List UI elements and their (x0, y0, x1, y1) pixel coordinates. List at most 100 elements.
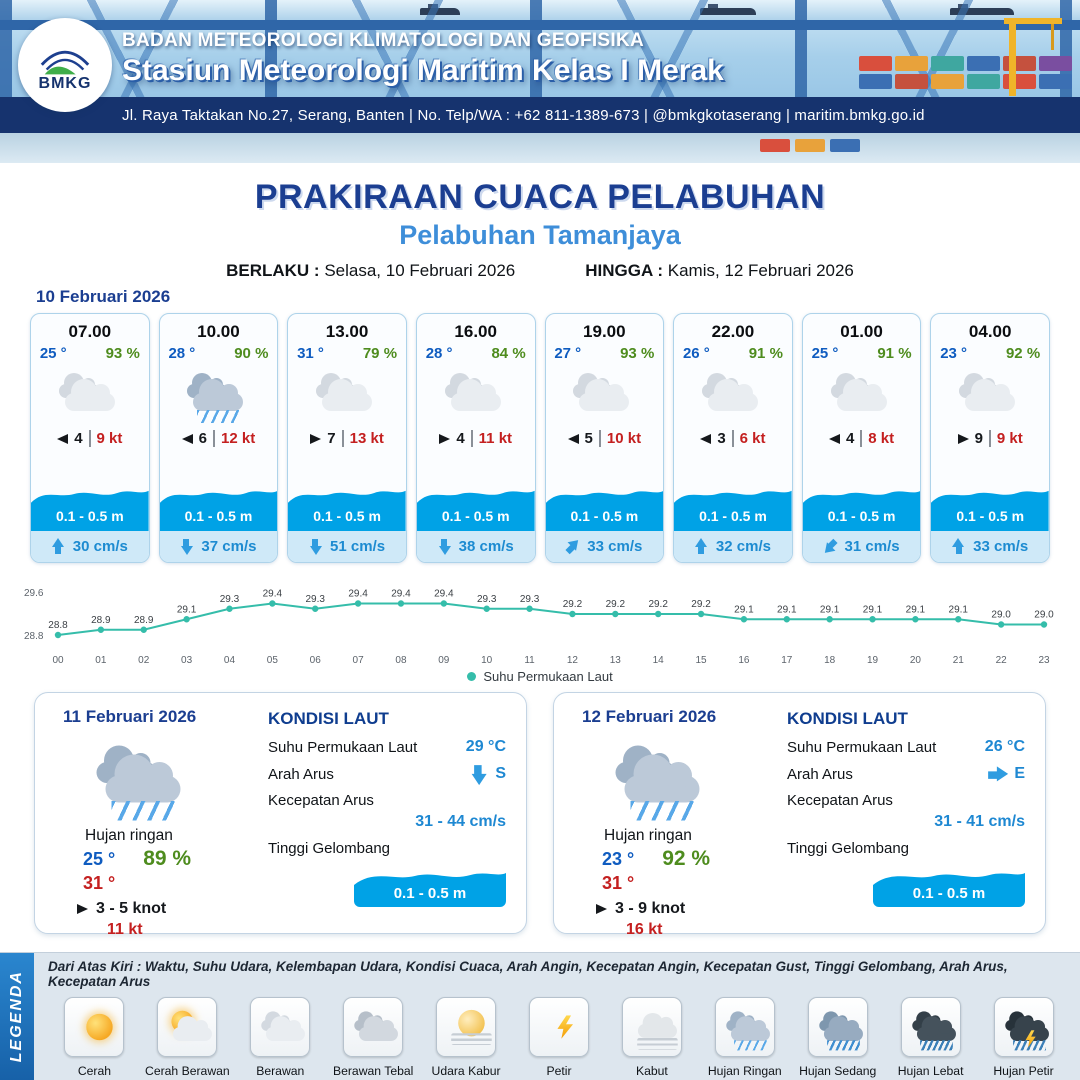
daily-cards-row: 11 Februari 2026 Hujan ringan 25 ° 89 % … (0, 684, 1080, 938)
wave-height: 0.1 - 0.5 m (184, 508, 253, 524)
gust-speed: 13 kt (349, 430, 384, 447)
svg-text:29.4: 29.4 (434, 589, 454, 600)
weather-icon (608, 735, 716, 821)
svg-text:09: 09 (438, 655, 450, 666)
wave-height: 0.1 - 0.5 m (699, 508, 767, 524)
legend-tile (993, 997, 1054, 1057)
weather-icon (1001, 1006, 1049, 1051)
wave-height: 0.1 - 0.5 m (570, 508, 639, 524)
time-label: 07.00 (68, 322, 112, 341)
wind-speed: 3 (717, 430, 726, 447)
wind-range: 3 - 5 knot (96, 900, 167, 917)
gust-speed: 9 kt (96, 430, 123, 447)
current-direction-icon (819, 536, 840, 557)
forecast-date: 10 Februari 2026 (36, 287, 171, 306)
port-beam (0, 20, 1080, 30)
current-direction-icon (987, 766, 1008, 782)
svg-text:29.3: 29.3 (477, 594, 497, 605)
wind-speed: 6 (198, 430, 207, 447)
weather-icon (815, 1006, 863, 1051)
cloud-icon (105, 754, 181, 803)
legend-item-label: Petir (546, 1064, 572, 1078)
svg-text:15: 15 (695, 655, 707, 666)
svg-text:29.0: 29.0 (1034, 610, 1054, 621)
weather-icon (89, 735, 197, 821)
humidity: 92 % (662, 847, 711, 870)
cloud-icon (1009, 1016, 1049, 1042)
divider (598, 430, 601, 447)
svg-text:22: 22 (996, 655, 1008, 666)
weather-icon (954, 366, 1026, 420)
svg-text:03: 03 (181, 655, 193, 666)
wind-speed: 7 (327, 430, 336, 447)
weather-icon (258, 1006, 306, 1048)
wind-direction-icon (181, 433, 193, 444)
svg-text:29.0: 29.0 (991, 610, 1011, 621)
wind-row: 7 13 kt (310, 430, 384, 447)
dock-illustration (0, 133, 1080, 163)
humidity: 93 % (105, 345, 140, 362)
legend-items: Cerah Cerah Berawan Berawan Berawan Teba… (48, 997, 1070, 1078)
legend-sidebar: LEGENDA (0, 953, 34, 1080)
svg-text:29.2: 29.2 (606, 599, 626, 610)
current-row: 37 cm/s (159, 531, 278, 562)
gust-speed: 11 kt (107, 921, 143, 938)
svg-text:29.4: 29.4 (391, 589, 411, 600)
current-speed-label: Kecepatan Arus (268, 792, 374, 809)
wave-height-band: 0.1 - 0.5 m (354, 863, 506, 907)
wind-direction-icon (828, 433, 840, 444)
wind-row: 3 6 kt (700, 430, 766, 447)
cloud-icon (624, 754, 700, 803)
bmkg-emblem-icon (40, 50, 90, 75)
gust-speed: 6 kt (739, 430, 766, 447)
address-band: Jl. Raya Taktakan No.27, Serang, Banten … (0, 97, 1080, 133)
current-row: 31 cm/s (802, 531, 921, 562)
wave-height-band: 0.1 - 0.5 m (31, 481, 149, 531)
wind-row: 4 9 kt (57, 430, 122, 447)
legend-item: Hujan Sedang (791, 997, 884, 1078)
cloud-icon (707, 379, 758, 411)
sst-label: Suhu Permukaan Laut (268, 738, 418, 756)
weather-icon (440, 366, 512, 420)
current-speed: 33 cm/s (973, 538, 1029, 555)
legend-item: Hujan Petir (977, 997, 1070, 1078)
current-direction-icon (180, 538, 193, 555)
haze-icon (637, 1037, 678, 1050)
weather-icon (908, 1006, 956, 1051)
until-value: Kamis, 12 Februari 2026 (667, 261, 854, 280)
condition-text: Hujan ringan (604, 827, 692, 844)
time-label: 16.00 (454, 322, 497, 341)
day-date: 12 Februari 2026 (582, 707, 717, 726)
wave-height: 0.1 - 0.5 m (956, 508, 1025, 524)
logo-text: BMKG (38, 75, 92, 92)
svg-text:28.8: 28.8 (24, 631, 44, 642)
wave-height-band: 0.1 - 0.5 m (802, 481, 921, 531)
wave-height-band: 0.1 - 0.5 m (674, 481, 792, 531)
cloud-icon (64, 379, 115, 411)
current-direction-icon (51, 538, 65, 555)
current-direction-icon (438, 538, 451, 555)
current-direction-icon (694, 538, 708, 555)
header: Jl. Raya Taktakan No.27, Serang, Banten … (0, 0, 1080, 163)
temperature: 27 ° (554, 345, 582, 362)
temperature: 28 ° (168, 345, 196, 362)
time-label: 22.00 (711, 322, 755, 341)
wave-height: 0.1 - 0.5 m (827, 508, 896, 524)
legend-item-label: Berawan (256, 1064, 305, 1078)
wind-range: 3 - 9 knot (615, 900, 686, 917)
svg-text:17: 17 (781, 655, 793, 666)
sun-icon (458, 1009, 485, 1037)
lightning-icon (1025, 1030, 1036, 1048)
wind-row: 9 9 kt (957, 430, 1023, 447)
chart-legend: Suhu Permukaan Laut (24, 669, 1056, 684)
wave-height: 0.1 - 0.5 m (912, 885, 986, 902)
wind-direction-icon (567, 433, 579, 444)
forecast-card: 16.00 28 ° 84 % 4 11 kt 0.1 - 0.5 m 38 cm/… (415, 313, 536, 563)
cloud-icon (359, 1016, 399, 1042)
cloud-icon (836, 379, 887, 411)
rain-icon (630, 801, 694, 821)
gust-speed: 8 kt (868, 430, 895, 447)
humidity: 92 % (1005, 345, 1041, 362)
gust-speed: 10 kt (606, 430, 642, 447)
weather-icon (568, 366, 640, 420)
